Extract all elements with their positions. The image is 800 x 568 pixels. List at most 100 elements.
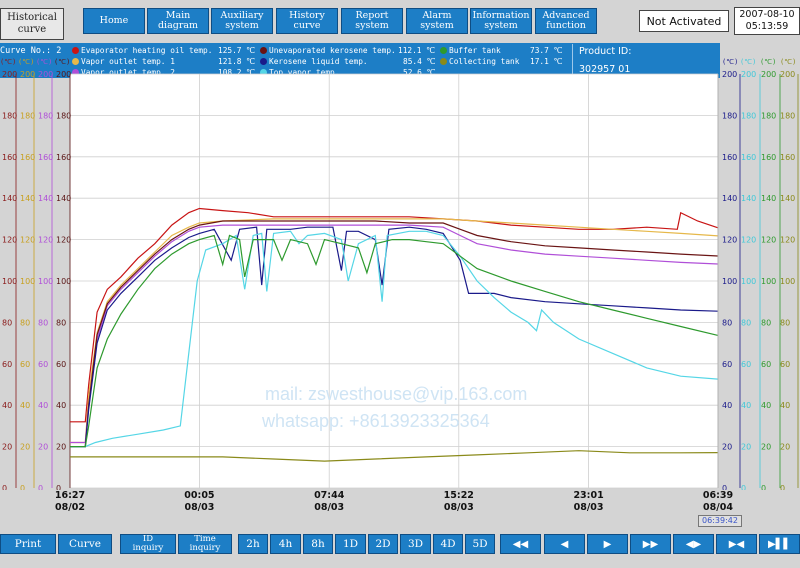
print-button[interactable]: Print <box>0 534 56 554</box>
y-tick-label: 160 <box>20 153 35 162</box>
unit-label: (℃) <box>18 58 35 66</box>
y-tick-label: 160 <box>2 153 17 162</box>
y-tick-label: 160 <box>761 153 776 162</box>
zoom-out-button[interactable]: ◀▶ <box>673 534 714 554</box>
legend-item[interactable]: Unevaporated kerosene temp. 112.1 ℃ <box>260 46 440 56</box>
legend-item[interactable]: Buffer tank 73.7 ℃ <box>440 46 570 56</box>
legend-item[interactable]: Top vapor temp. 52.6 ℃ <box>260 68 440 78</box>
rewind-fast-button[interactable]: ◀◀ <box>500 534 541 554</box>
y-tick-label: 40 <box>2 401 12 410</box>
y-tick-label: 40 <box>20 401 30 410</box>
y-tick-label: 140 <box>761 194 776 203</box>
zoom-in-button[interactable]: ▶◀ <box>716 534 757 554</box>
legend-swatch <box>260 69 267 76</box>
product-panel: Product ID: 302957 01 <box>572 44 720 78</box>
y-tick-label: 140 <box>56 194 71 203</box>
y-tick-label: 0 <box>20 484 25 490</box>
curve-button[interactable]: Curve <box>58 534 112 554</box>
legend-name: Buffer tank <box>449 46 501 55</box>
legend-name: Kerosene liquid temp. <box>269 57 368 66</box>
jump-to-end-button[interactable]: ▶▌▌ <box>759 534 800 554</box>
y-tick-label: 20 <box>2 443 12 452</box>
x-tick-label: 23:01 08/03 <box>564 490 614 514</box>
range-8h-button[interactable]: 8h <box>303 534 333 554</box>
y-axes: 0204060801001201401601802000204060801001… <box>2 70 799 490</box>
page-title-line2: curve <box>17 24 47 35</box>
y-tick-label: 180 <box>2 111 17 120</box>
x-tick-label: 16:27 08/02 <box>45 490 95 514</box>
y-tick-label: 120 <box>2 236 17 245</box>
nav-home-button[interactable]: Home <box>83 8 145 34</box>
y-tick-label: 0 <box>741 484 746 490</box>
legend-swatch <box>72 47 79 54</box>
nav-report-system-button[interactable]: Report system <box>341 8 403 34</box>
y-tick-label: 0 <box>722 484 727 490</box>
range-2h-button[interactable]: 2h <box>238 534 268 554</box>
time-inquiry-label-2: inquiry <box>189 543 221 553</box>
y-tick-label: 60 <box>761 360 771 369</box>
x-tick-label: 06:39 08/04 <box>693 490 743 514</box>
y-tick-label: 20 <box>20 443 30 452</box>
range-4d-button[interactable]: 4D <box>433 534 463 554</box>
nav-information-system-button[interactable]: Information system <box>470 8 532 34</box>
y-tick-label: 160 <box>780 153 795 162</box>
page-title-line1: Historical <box>7 12 57 23</box>
y-tick-label: 80 <box>722 318 732 327</box>
y-tick-label: 40 <box>780 401 790 410</box>
unit-label: (℃) <box>36 58 53 66</box>
y-tick-label: 100 <box>20 277 35 286</box>
y-tick-label: 20 <box>780 443 790 452</box>
nav-auxiliary-system-button[interactable]: Auxiliary system <box>211 8 273 34</box>
legend-item[interactable]: Kerosene liquid temp. 85.4 ℃ <box>260 57 440 67</box>
series-line <box>70 224 719 444</box>
unit-label: (℃) <box>722 58 739 66</box>
x-tick-label: 07:44 08/03 <box>304 490 354 514</box>
nav-alarm-system-button[interactable]: Alarm system <box>406 8 468 34</box>
y-tick-label: 180 <box>761 111 776 120</box>
legend-item[interactable]: Evaporator heating oil temp. 125.7 ℃ <box>72 46 255 56</box>
series-line <box>70 207 719 423</box>
legend-item[interactable]: Vapor outlet temp. 1 121.8 ℃ <box>72 57 255 67</box>
y-tick-label: 100 <box>780 277 795 286</box>
legend-value: 52.6 ℃ <box>403 68 436 77</box>
step-forward-button[interactable]: ▶ <box>587 534 628 554</box>
legend-value: 112.1 ℃ <box>398 46 435 55</box>
history-chart[interactable]: 0204060801001201401601802000204060801001… <box>0 66 800 490</box>
range-1d-button[interactable]: 1D <box>335 534 366 554</box>
id-inquiry-button[interactable]: ID inquiry <box>120 534 176 554</box>
legend-value: 73.7 ℃ <box>530 46 563 55</box>
nav-label-2: system <box>484 20 518 31</box>
y-tick-label: 200 <box>761 70 776 79</box>
y-tick-label: 0 <box>761 484 766 490</box>
time-inquiry-label-1: Time <box>194 534 216 544</box>
x-tick-time: 15:22 <box>443 490 474 501</box>
y-tick-label: 100 <box>2 277 17 286</box>
y-tick-label: 120 <box>722 236 737 245</box>
y-tick-label: 180 <box>56 111 71 120</box>
activation-status: Not Activated <box>639 10 729 32</box>
nav-main-diagram-button[interactable]: Main diagram <box>147 8 209 34</box>
forward-fast-button[interactable]: ▶▶ <box>630 534 671 554</box>
x-tick-date: 08/03 <box>184 502 215 513</box>
nav-history-curve-button[interactable]: History curve <box>276 8 338 34</box>
nav-label-1: Main <box>165 10 191 21</box>
legend-item[interactable]: Collecting tank 17.1 ℃ <box>440 57 570 67</box>
product-id-value: 302957 01 <box>579 64 631 75</box>
legend-item[interactable]: Vapor outlet temp. 2 108.2 ℃ <box>72 68 255 78</box>
range-4h-button[interactable]: 4h <box>270 534 301 554</box>
x-tick-date: 08/03 <box>314 502 345 513</box>
range-3d-button[interactable]: 3D <box>400 534 431 554</box>
clock-date: 2007-08-10 <box>739 9 795 20</box>
nav-label-2: system <box>355 20 389 31</box>
range-2d-button[interactable]: 2D <box>368 534 398 554</box>
x-tick-date: 08/03 <box>573 502 604 513</box>
step-back-button[interactable]: ◀ <box>544 534 585 554</box>
watermark-line1: mail: zswesthouse@vip.163.com <box>265 384 527 404</box>
range-5d-button[interactable]: 5D <box>465 534 495 554</box>
y-tick-label: 60 <box>2 360 12 369</box>
time-inquiry-button[interactable]: Time inquiry <box>178 534 232 554</box>
x-tick-time: 23:01 <box>573 490 604 501</box>
x-tick-date: 08/02 <box>55 502 85 513</box>
nav-label-1: Information <box>472 10 530 21</box>
nav-advanced-function-button[interactable]: Advanced function <box>535 8 597 34</box>
